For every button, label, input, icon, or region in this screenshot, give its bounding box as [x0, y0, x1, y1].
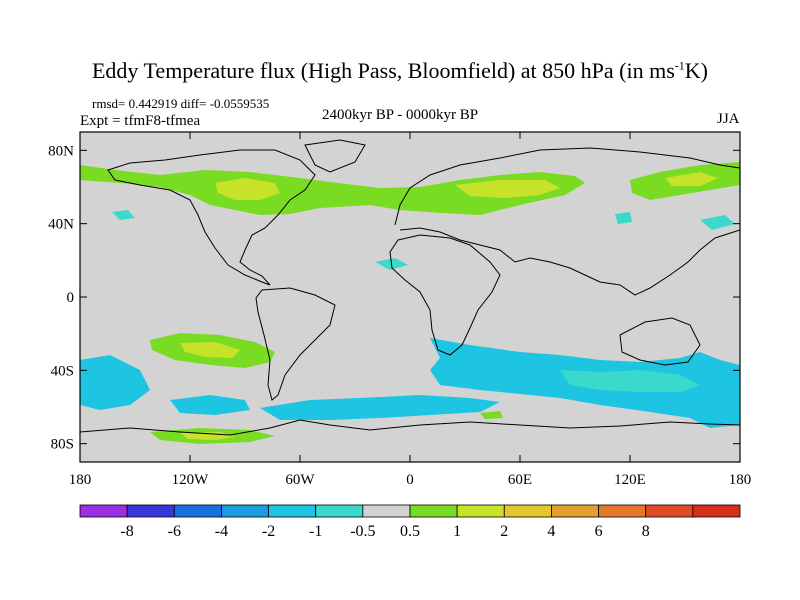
colorbar-swatch [268, 504, 317, 518]
negative-anomaly-south-pacific-cyan [80, 355, 150, 410]
coastlines [80, 139, 740, 436]
colorbar-swatch [409, 504, 458, 518]
chart-title: Eddy Temperature flux (High Pass, Bloomf… [0, 58, 800, 84]
anomaly-field [80, 162, 740, 444]
colorbar-swatch [692, 504, 741, 518]
colorbar-swatch [551, 504, 599, 518]
colorbar-swatch [173, 504, 222, 518]
lon-tick-label: 180 [729, 472, 752, 488]
colorbar-swatch [503, 504, 552, 518]
colorbar-label: -4 [215, 523, 228, 540]
coastline-greenland [304, 139, 366, 173]
stats-text: rmsd= 0.442919 diff= -0.0559535 [92, 96, 270, 111]
title-main: Eddy Temperature flux (High Pass, Bloomf… [91, 58, 675, 83]
lon-tick-label: 60E [508, 472, 532, 488]
negative-anomaly-north-small-1 [112, 210, 135, 220]
axis-ticks: 80N 40N 0 40S 80S 180 120W 60W 0 60E 120E 180 [48, 132, 751, 488]
colorbar-label: 4 [547, 523, 555, 540]
colorbar-label: -8 [120, 523, 133, 540]
positive-anomaly-indian-small [480, 411, 503, 419]
colorbar-swatch [126, 504, 175, 518]
coastline-antarctica [80, 419, 740, 436]
title-tail: K) [684, 58, 708, 83]
positive-anomaly-east-asia-core [665, 172, 718, 186]
negative-anomaly-south-pacific-cyan-2 [170, 395, 250, 415]
colorbar-label: -0.5 [350, 523, 375, 540]
lon-tick-label: 120E [614, 472, 646, 488]
colorbar-label: 1 [453, 523, 461, 540]
coastline-europe-asia [394, 147, 740, 296]
negative-anomaly-australia-south [560, 370, 700, 392]
colorbar-swatch [79, 504, 128, 518]
coastline-south-america [255, 287, 336, 401]
colorbar-label: 2 [500, 523, 508, 540]
colorbar-label: 6 [595, 523, 603, 540]
coastline-australia [619, 317, 701, 366]
colorbar-label: -1 [309, 523, 322, 540]
colorbar-label: -6 [168, 523, 181, 540]
colorbar-swatch [645, 504, 694, 518]
season-label: JJA [717, 111, 740, 127]
positive-anomaly-north-america [80, 165, 585, 215]
title-superscript: -1 [674, 58, 685, 73]
lon-tick-label: 60W [285, 472, 315, 488]
lat-tick-label: 0 [67, 290, 75, 306]
lat-tick-label: 80N [48, 143, 74, 159]
colorbar-swatch [315, 504, 364, 518]
lat-tick-label: 40S [51, 363, 74, 379]
experiment-label: Expt = tfmF8-tfmea [80, 113, 201, 129]
negative-anomaly-north-small-2 [615, 212, 632, 224]
positive-anomaly-north-core-1 [215, 178, 280, 200]
negative-anomaly-south-lower [260, 395, 500, 420]
lon-tick-label: 120W [172, 472, 210, 488]
colorbar: -8 -6 -4 -2 -1 -0.5 0.5 1 2 4 6 8 [79, 504, 741, 540]
lat-tick-label: 80S [51, 437, 74, 453]
colorbar-label: 0.5 [400, 523, 420, 540]
positive-anomaly-south-pacific-core [180, 342, 240, 358]
colorbar-label: 8 [642, 523, 650, 540]
colorbar-swatch [221, 504, 269, 518]
period-label: 2400kyr BP - 0000kyr BP [322, 107, 479, 123]
lon-tick-label: 180 [69, 472, 92, 488]
positive-anomaly-north-core-2 [455, 180, 560, 198]
colorbar-label: -2 [262, 523, 275, 540]
lat-tick-label: 40N [48, 217, 74, 233]
colorbar-swatch [456, 504, 505, 518]
coastline-north-america [107, 149, 316, 286]
colorbar-swatch [598, 504, 647, 518]
lon-tick-label: 0 [406, 472, 414, 488]
coastline-africa [389, 234, 501, 356]
colorbar-swatch [362, 504, 411, 518]
negative-anomaly-north-small-3 [700, 215, 735, 230]
